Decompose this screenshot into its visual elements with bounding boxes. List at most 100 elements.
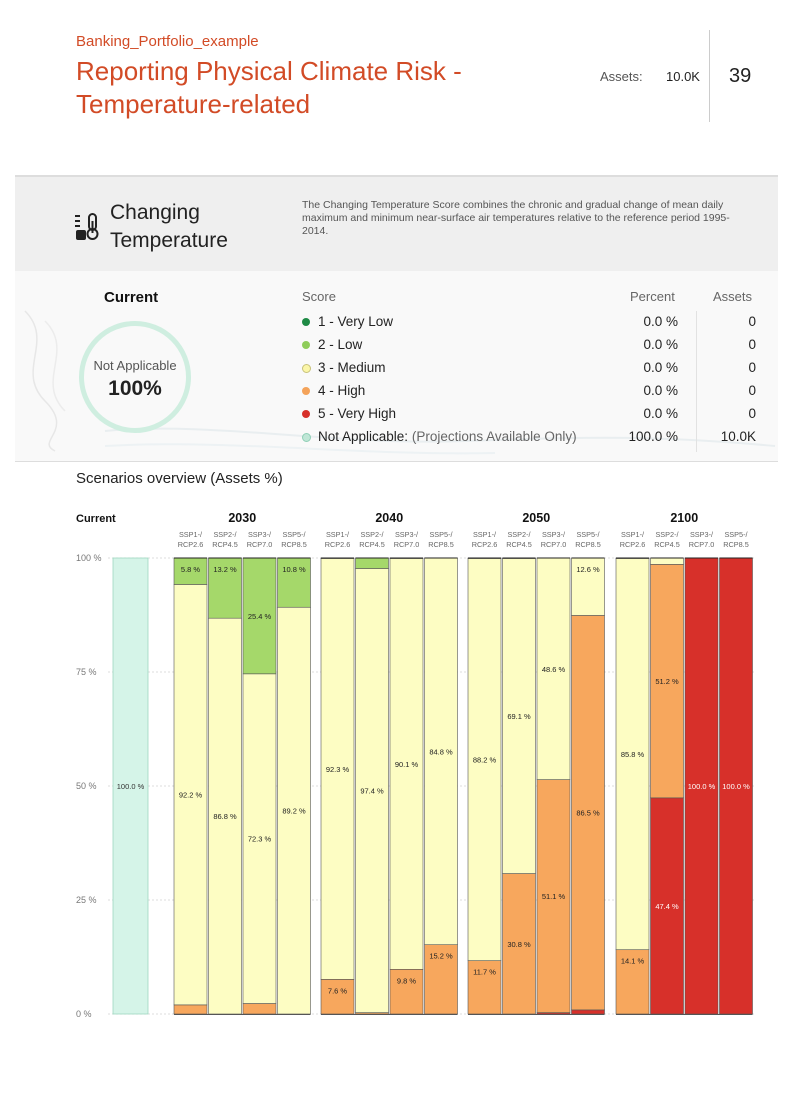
- scenario-label: SSP2-/: [655, 530, 679, 539]
- bar-segment: [424, 944, 458, 1015]
- y-tick-label: 25 %: [76, 895, 97, 905]
- hazard-description: The Changing Temperature Score combines …: [302, 199, 730, 237]
- scenarios-stacked-bar-chart: 0 % 25 % 50 % 75 % 100 % Current 100.0 % 2030 SS…: [76, 511, 755, 1019]
- header-divider: [709, 30, 710, 122]
- year-group-label: 2100: [670, 511, 698, 525]
- bar-value-label: 30.8 %: [507, 940, 531, 949]
- scenario-label: RCP8.5: [428, 540, 454, 549]
- bar-segment: [650, 557, 684, 565]
- scenario-label: SSP1-/: [621, 530, 645, 539]
- score-row-very-low: 1 - Very Low 0.0 % 0: [302, 313, 762, 333]
- score-dot: [302, 318, 310, 326]
- y-tick-label: 50 %: [76, 781, 97, 791]
- bar-segment: [242, 673, 277, 1004]
- bar-segment: [719, 557, 753, 1015]
- current-column-label: Current: [76, 513, 116, 525]
- bar-segment: [536, 779, 571, 1013]
- page-number: 39: [729, 65, 752, 87]
- bar-value-label: 69.1 %: [507, 712, 531, 721]
- bar-value-label: 97.4 %: [360, 787, 384, 796]
- score-row-not-applicable: Not Applicable: (Projections Available O…: [302, 428, 762, 448]
- scenario-label: RCP2.6: [325, 540, 351, 549]
- bar-value-label: 89.2 %: [282, 807, 306, 816]
- score-assets: 0: [748, 383, 756, 398]
- scenario-label: RCP4.5: [506, 540, 532, 549]
- scenario-label: SSP3-/: [248, 530, 272, 539]
- bar-segment: [650, 564, 684, 799]
- bar-segment: [571, 615, 605, 1011]
- current-bar-segment: [112, 557, 149, 1015]
- bar-segment: [571, 557, 605, 616]
- bar-segment: [684, 557, 719, 1015]
- score-dot: [302, 341, 310, 349]
- scenario-label: RCP2.6: [178, 540, 204, 549]
- assets-value: 10.0K: [666, 69, 700, 84]
- bar-value-label: 13.2 %: [213, 565, 237, 574]
- scenario-label: SSP5-/: [429, 530, 453, 539]
- bar-value-label: 100.0 %: [722, 782, 750, 791]
- bar-segment: [277, 606, 311, 1015]
- bar-value-label: 5.8 %: [181, 565, 201, 574]
- score-label: 1 - Very Low: [318, 314, 394, 329]
- bar-segment: [467, 960, 502, 1015]
- score-row-medium: 3 - Medium 0.0 % 0: [302, 359, 762, 379]
- bar-value-label: 86.8 %: [213, 812, 237, 821]
- bar-value-label: 10.8 %: [282, 565, 306, 574]
- bar-segment: [615, 558, 650, 951]
- score-percent: 0.0 %: [643, 314, 678, 329]
- bar-value-label: 92.3 %: [326, 765, 350, 774]
- y-tick-label: 75 %: [76, 667, 97, 677]
- score-label: 3 - Medium: [318, 360, 386, 375]
- score-assets: 10.0K: [720, 429, 756, 444]
- scenario-label: RCP7.0: [689, 540, 715, 549]
- current-ring-value: 100%: [108, 377, 162, 400]
- bar-value-label: 88.2 %: [473, 756, 497, 765]
- scenario-label: SSP2-/: [507, 530, 531, 539]
- bar-segment: [571, 1009, 605, 1015]
- scenario-label: SSP2-/: [360, 530, 384, 539]
- bar-segment: [242, 1003, 277, 1015]
- scenario-label: SSP1-/: [326, 530, 350, 539]
- current-ring: [79, 321, 191, 433]
- decorative-background-swirls: [24, 310, 776, 455]
- year-group-label: 2030: [228, 511, 256, 525]
- bar-segment: [173, 557, 208, 585]
- scenario-label: SSP5-/: [724, 530, 748, 539]
- score-row-very-high: 5 - Very High 0.0 % 0: [302, 405, 762, 425]
- year-group-label: 2040: [375, 511, 403, 525]
- score-assets: 0: [748, 360, 756, 375]
- scenario-label: RCP2.6: [472, 540, 498, 549]
- y-tick-label: 100 %: [76, 553, 102, 563]
- thermometer-icon: [75, 213, 99, 240]
- bar-segment: [242, 557, 277, 675]
- current-ring-label: Not Applicable: [93, 358, 177, 373]
- score-label: 5 - Very High: [318, 406, 397, 421]
- bar-segment: [650, 797, 684, 1015]
- bar-segment: [355, 557, 389, 569]
- scenario-label: RCP7.0: [541, 540, 567, 549]
- percent-column-header: Percent: [630, 289, 675, 304]
- page-title: Reporting Physical Climate Risk - Temper…: [76, 56, 462, 119]
- bar-value-label: 86.5 %: [576, 809, 600, 818]
- score-percent: 100.0 %: [628, 429, 678, 444]
- score-label: 2 - Low: [318, 337, 363, 352]
- bar-value-label: 51.1 %: [542, 892, 566, 901]
- hazard-header-band: Changing Temperature The Changing Temper…: [15, 175, 778, 273]
- bar-value-label: 7.6 %: [328, 986, 348, 995]
- bar-segment: [173, 584, 208, 1006]
- score-dot: [302, 364, 311, 373]
- y-tick-label: 0 %: [76, 1009, 92, 1019]
- scenario-label: RCP4.5: [359, 540, 385, 549]
- bar-value-label: 9.8 %: [397, 976, 417, 985]
- hazard-name: Changing Temperature: [110, 201, 228, 252]
- bar-value-label: 14.1 %: [621, 957, 645, 966]
- bar-value-label: 25.4 %: [248, 612, 272, 621]
- scenario-label: RCP8.5: [575, 540, 601, 549]
- score-assets: 0: [748, 337, 756, 352]
- score-row-high: 4 - High 0.0 % 0: [302, 382, 762, 402]
- scenario-label: RCP4.5: [654, 540, 680, 549]
- scenario-label: RCP8.5: [281, 540, 307, 549]
- bar-value-label: 92.2 %: [179, 791, 203, 800]
- scenarios-title: Scenarios overview (Assets %): [76, 470, 283, 487]
- bar-segment: [320, 979, 355, 1015]
